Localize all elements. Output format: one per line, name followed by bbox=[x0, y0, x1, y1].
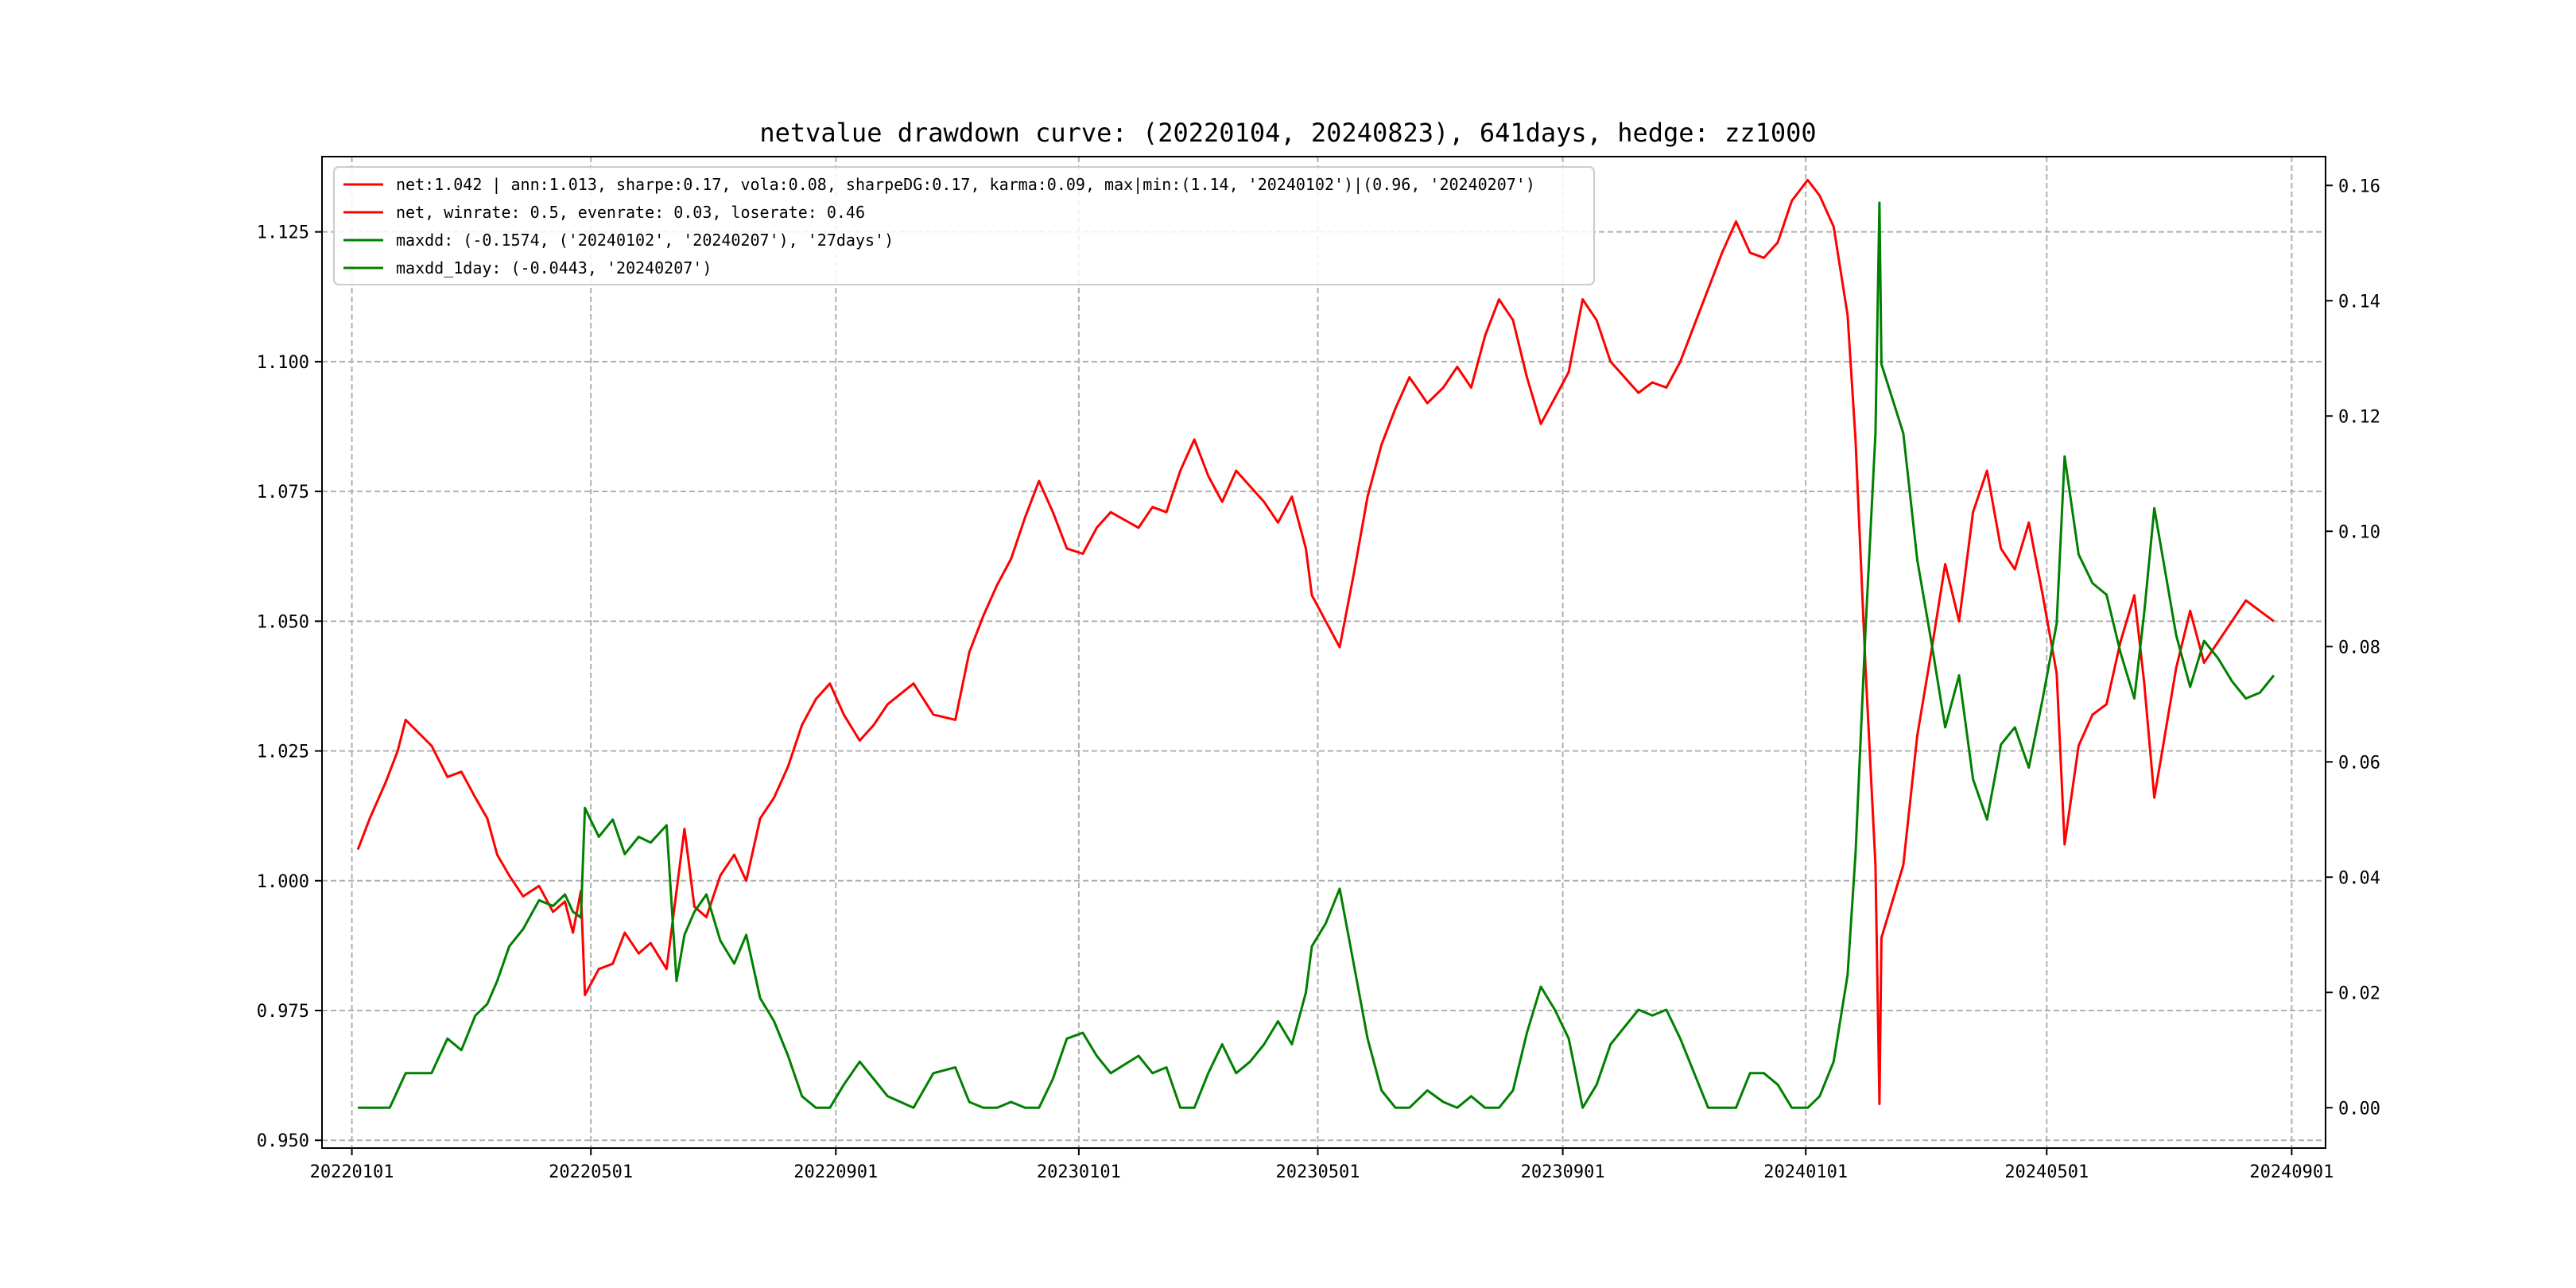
y-right-tick-label: 0.12 bbox=[2338, 407, 2380, 427]
legend-label: maxdd_1day: (-0.0443, '20240207') bbox=[396, 258, 712, 277]
y-left-tick-label: 1.125 bbox=[257, 223, 309, 243]
x-tick-label: 20220901 bbox=[793, 1162, 878, 1182]
x-tick-label: 20230901 bbox=[1521, 1162, 1605, 1182]
y-left-tick-label: 1.050 bbox=[257, 612, 309, 632]
y-right-tick-label: 0.10 bbox=[2338, 522, 2380, 542]
series-lines bbox=[356, 178, 2275, 1109]
series-line-net bbox=[356, 178, 2275, 1105]
y-right-tick-label: 0.00 bbox=[2338, 1099, 2380, 1119]
x-tick-label: 20240901 bbox=[2249, 1162, 2334, 1182]
x-tick-label: 20230101 bbox=[1037, 1162, 1121, 1182]
x-tick-label: 20220101 bbox=[310, 1162, 394, 1182]
legend-label: net, winrate: 0.5, evenrate: 0.03, loser… bbox=[396, 203, 865, 222]
legend-label: net:1.042 | ann:1.013, sharpe:0.17, vola… bbox=[396, 175, 1535, 194]
legend-box bbox=[333, 166, 1595, 285]
axes: 20220101 20220501 20220901 20230101 20230501… bbox=[257, 177, 2380, 1182]
y-left-tick-label: 1.075 bbox=[257, 483, 309, 502]
y-right-tick-label: 0.06 bbox=[2338, 753, 2380, 773]
y-left-tick-label: 1.000 bbox=[257, 872, 309, 892]
y-right-tick-label: 0.04 bbox=[2338, 868, 2380, 888]
x-tick-label: 20220501 bbox=[549, 1162, 633, 1182]
y-left-tick-label: 0.975 bbox=[257, 1002, 309, 1022]
y-left-tick-label: 1.025 bbox=[257, 743, 309, 762]
legend: net:1.042 | ann:1.013, sharpe:0.17, vola… bbox=[333, 166, 1595, 285]
chart-title: netvalue drawdown curve: (20220104, 2024… bbox=[759, 118, 1816, 148]
gridlines bbox=[322, 157, 2326, 1148]
y-right-tick-label: 0.16 bbox=[2338, 177, 2380, 196]
y-right-tick-label: 0.14 bbox=[2338, 292, 2380, 312]
legend-label: maxdd: (-0.1574, ('20240102', '20240207'… bbox=[396, 231, 894, 250]
plot-frame bbox=[321, 156, 2326, 1149]
x-tick-label: 20240101 bbox=[1763, 1162, 1848, 1182]
y-right-tick-label: 0.08 bbox=[2338, 638, 2380, 658]
x-tick-label: 20230501 bbox=[1276, 1162, 1360, 1182]
y-right-tick-label: 0.02 bbox=[2338, 983, 2380, 1003]
series-line-maxdd bbox=[358, 201, 2275, 1109]
x-tick-label: 20240501 bbox=[2004, 1162, 2089, 1182]
y-left-tick-label: 0.950 bbox=[257, 1131, 309, 1151]
y-left-tick-label: 1.100 bbox=[257, 353, 309, 373]
